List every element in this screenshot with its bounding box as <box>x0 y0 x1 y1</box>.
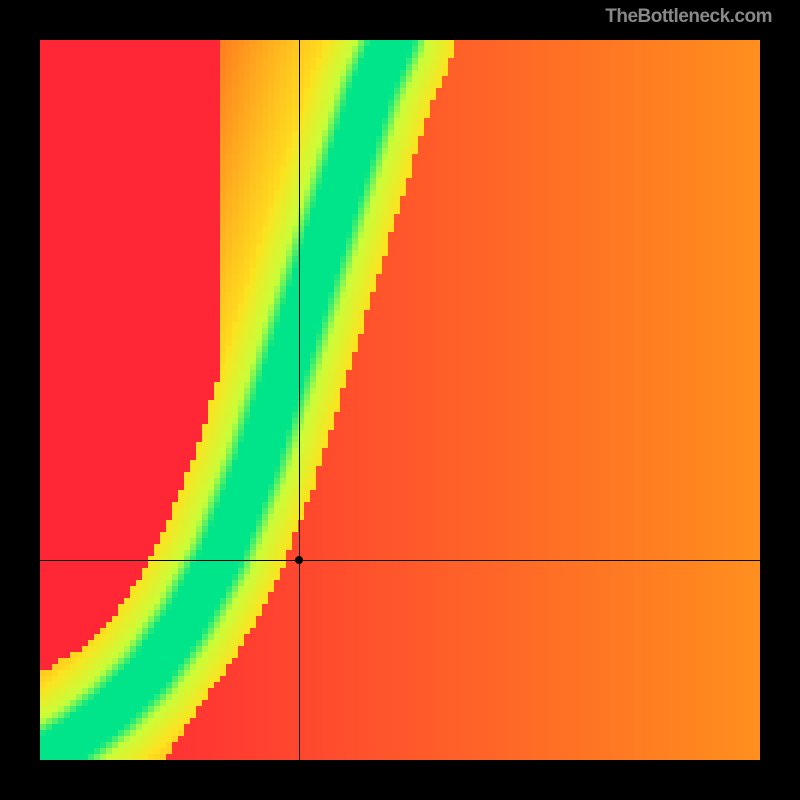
heatmap-canvas <box>40 40 760 760</box>
watermark-text: TheBottleneck.com <box>605 6 772 28</box>
plot-area <box>40 40 760 760</box>
crosshair-marker-dot <box>295 556 303 564</box>
crosshair-horizontal <box>40 560 760 561</box>
crosshair-vertical <box>299 40 300 760</box>
